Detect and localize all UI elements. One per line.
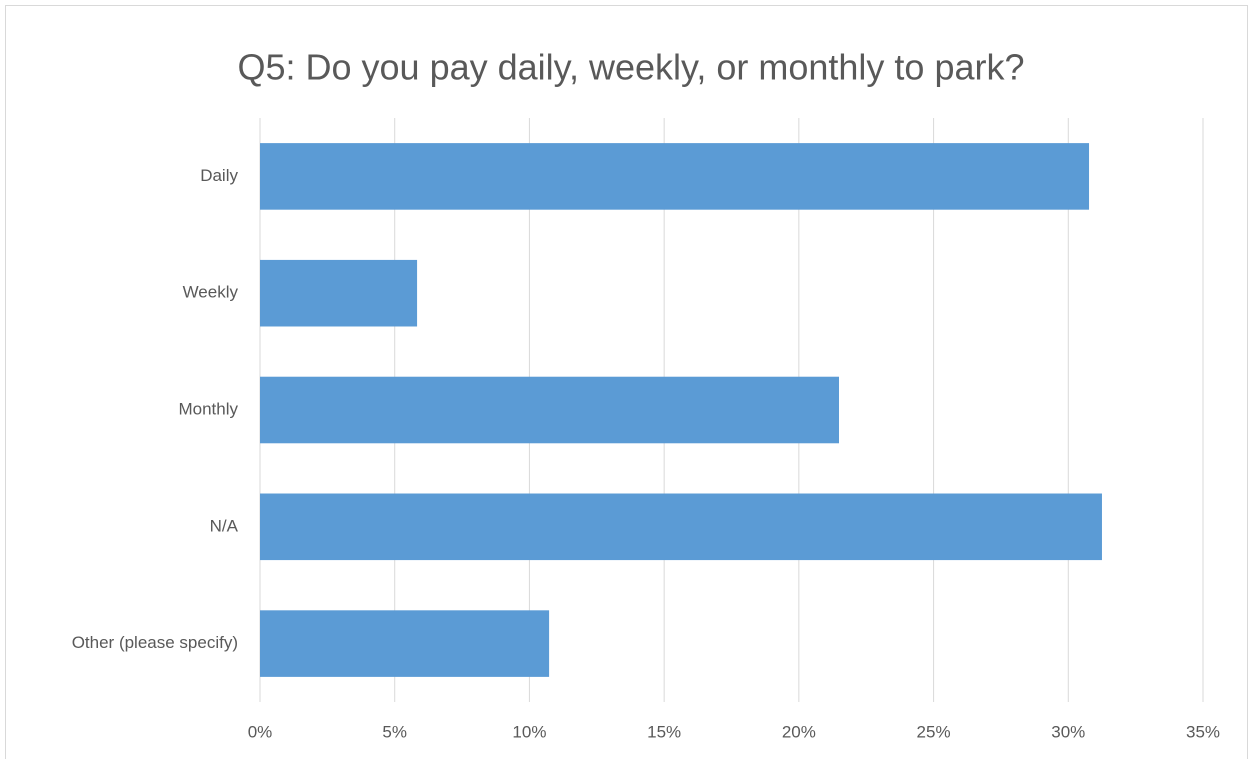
y-tick-label: Monthly [178, 399, 238, 418]
y-tick-label: Daily [200, 166, 238, 185]
bar [260, 259, 418, 327]
bar [260, 376, 840, 444]
x-tick-label: 20% [782, 722, 816, 741]
x-tick-label: 30% [1051, 722, 1085, 741]
x-tick-label: 25% [917, 722, 951, 741]
x-tick-label: 10% [512, 722, 546, 741]
y-tick-label: N/A [210, 516, 239, 535]
x-tick-label: 5% [382, 722, 407, 741]
chart-title: Q5: Do you pay daily, weekly, or monthly… [237, 47, 1024, 88]
bar [260, 143, 1090, 210]
x-tick-label: 35% [1186, 722, 1220, 741]
bar [260, 493, 1102, 561]
bar [260, 610, 550, 677]
y-tick-label: Weekly [183, 283, 239, 302]
x-tick-label: 15% [647, 722, 681, 741]
y-tick-label: Other (please specify) [72, 633, 238, 652]
x-tick-label: 0% [248, 722, 273, 741]
